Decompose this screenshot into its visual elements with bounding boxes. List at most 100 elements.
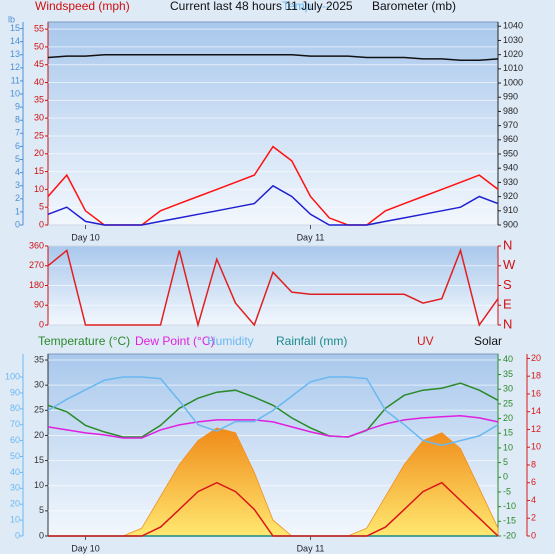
y-tick-label: 4: [531, 495, 536, 505]
y-tick-label: 940: [503, 163, 518, 173]
y-tick-label: 40: [503, 354, 513, 364]
y-tick-label: 15: [34, 455, 44, 465]
y-tick-label: 40: [34, 77, 44, 87]
y-tick-label: 960: [503, 134, 518, 144]
y-tick-label: N: [503, 237, 512, 252]
y-tick-label: 10: [34, 184, 44, 194]
series-line: [47, 382, 499, 438]
y2-axis-label: Barometer (mb): [372, 0, 456, 13]
y-tick-label: 1020: [503, 49, 523, 59]
y-tick-label: 1010: [503, 63, 523, 73]
y-tick-label: 0: [531, 530, 536, 540]
y-tick-label: 10: [10, 88, 20, 98]
y-tick-label: 15: [503, 428, 513, 438]
y-tick-label: 180: [29, 280, 44, 290]
y-tick-label: N: [503, 316, 512, 331]
y-tick-label: -15: [503, 516, 516, 526]
y-tick-label: 1: [15, 206, 20, 216]
y3-axis-label: lb: [8, 14, 15, 24]
y-tick-label: 15: [10, 23, 20, 33]
y-tick-label: 12: [531, 424, 541, 434]
y-tick-label: 40: [10, 467, 20, 477]
y-tick-label: 30: [503, 384, 513, 394]
y-tick-label: -20: [503, 530, 516, 540]
y-tick-label: 30: [10, 483, 20, 493]
y-tick-label: 80: [10, 403, 20, 413]
y-tick-label: 14: [531, 406, 541, 416]
y-tick-label: -5: [503, 486, 511, 496]
series-line: [47, 247, 499, 328]
y-tick-label: 4: [15, 167, 20, 177]
y-tick-label: 920: [503, 191, 518, 201]
y-tick-label: E: [503, 297, 512, 312]
y-tick-label: 14: [10, 36, 20, 46]
y-tick-label: 20: [34, 148, 44, 158]
y-tick-label: 10: [34, 480, 44, 490]
y-tick-label: 970: [503, 120, 518, 130]
y-tick-label: 12: [10, 62, 20, 72]
y-tick-label: 270: [29, 260, 44, 270]
y-tick-label: 18: [531, 371, 541, 381]
y-tick-label: 30: [34, 113, 44, 123]
series-line: [47, 415, 499, 439]
y-tick-label: 3: [15, 180, 20, 190]
y-tick-label: 35: [503, 369, 513, 379]
y-tick-label: 35: [34, 354, 44, 364]
plot-area: [47, 21, 499, 226]
y-tick-label: 8: [15, 115, 20, 125]
x-tick-label: Day 10: [71, 232, 100, 242]
y-tick-label: S: [503, 277, 512, 292]
series-line: [47, 376, 499, 447]
y-tick-label: 50: [34, 41, 44, 51]
y-tick-label: 60: [10, 435, 20, 445]
y-tick-label: 0: [15, 530, 20, 540]
y-tick-label: 900: [503, 219, 518, 229]
y-tick-label: 990: [503, 92, 518, 102]
x-tick-label: Day 10: [71, 543, 100, 553]
legend-entry: Humidity: [207, 334, 254, 348]
y-tick-label: 5: [39, 505, 44, 515]
y-tick-label: 20: [10, 499, 20, 509]
y-tick-label: 980: [503, 106, 518, 116]
series-line: [47, 53, 499, 62]
y-tick-label: 5: [39, 202, 44, 212]
y-tick-label: 35: [34, 95, 44, 105]
y-tick-label: 1030: [503, 35, 523, 45]
y-tick-label: -10: [503, 501, 516, 511]
y-tick-label: 930: [503, 177, 518, 187]
y-tick-label: 25: [34, 130, 44, 140]
y-axis-label: Windspeed (mph): [35, 0, 130, 13]
y-tick-label: 910: [503, 205, 518, 215]
y-tick-label: 1000: [503, 77, 523, 87]
series-line: [48, 481, 499, 537]
y-tick-label: 30: [34, 380, 44, 390]
y-tick-label: 0: [503, 472, 508, 482]
y-tick-label: 25: [34, 405, 44, 415]
y-tick-label: 45: [34, 59, 44, 69]
y-tick-label: 6: [15, 141, 20, 151]
y-tick-label: 0: [39, 530, 44, 540]
y-tick-label: 0: [15, 219, 20, 229]
y-tick-label: 6: [531, 477, 536, 487]
y-tick-label: 950: [503, 148, 518, 158]
chart-title: Current last 48 hours 11 July 2025: [170, 0, 353, 13]
y-tick-label: 1040: [503, 21, 523, 31]
y-tick-label: 2: [531, 513, 536, 523]
y-tick-label: W: [503, 257, 516, 272]
y-tick-label: 20: [531, 353, 541, 363]
y-tick-label: 13: [10, 49, 20, 59]
y-tick-label: 10: [503, 442, 513, 452]
series-line: [47, 184, 499, 226]
y-tick-label: 90: [34, 300, 44, 310]
y-tick-label: 16: [531, 388, 541, 398]
y-tick-label: 8: [531, 459, 536, 469]
y-tick-label: 0: [39, 219, 44, 229]
y-tick-label: 90: [10, 387, 20, 397]
y-tick-label: 360: [29, 240, 44, 250]
y-tick-label: 100: [5, 371, 20, 381]
y-tick-label: 5: [15, 154, 20, 164]
y-tick-label: 15: [34, 166, 44, 176]
y-tick-label: 7: [15, 128, 20, 138]
y-tick-label: 50: [10, 451, 20, 461]
